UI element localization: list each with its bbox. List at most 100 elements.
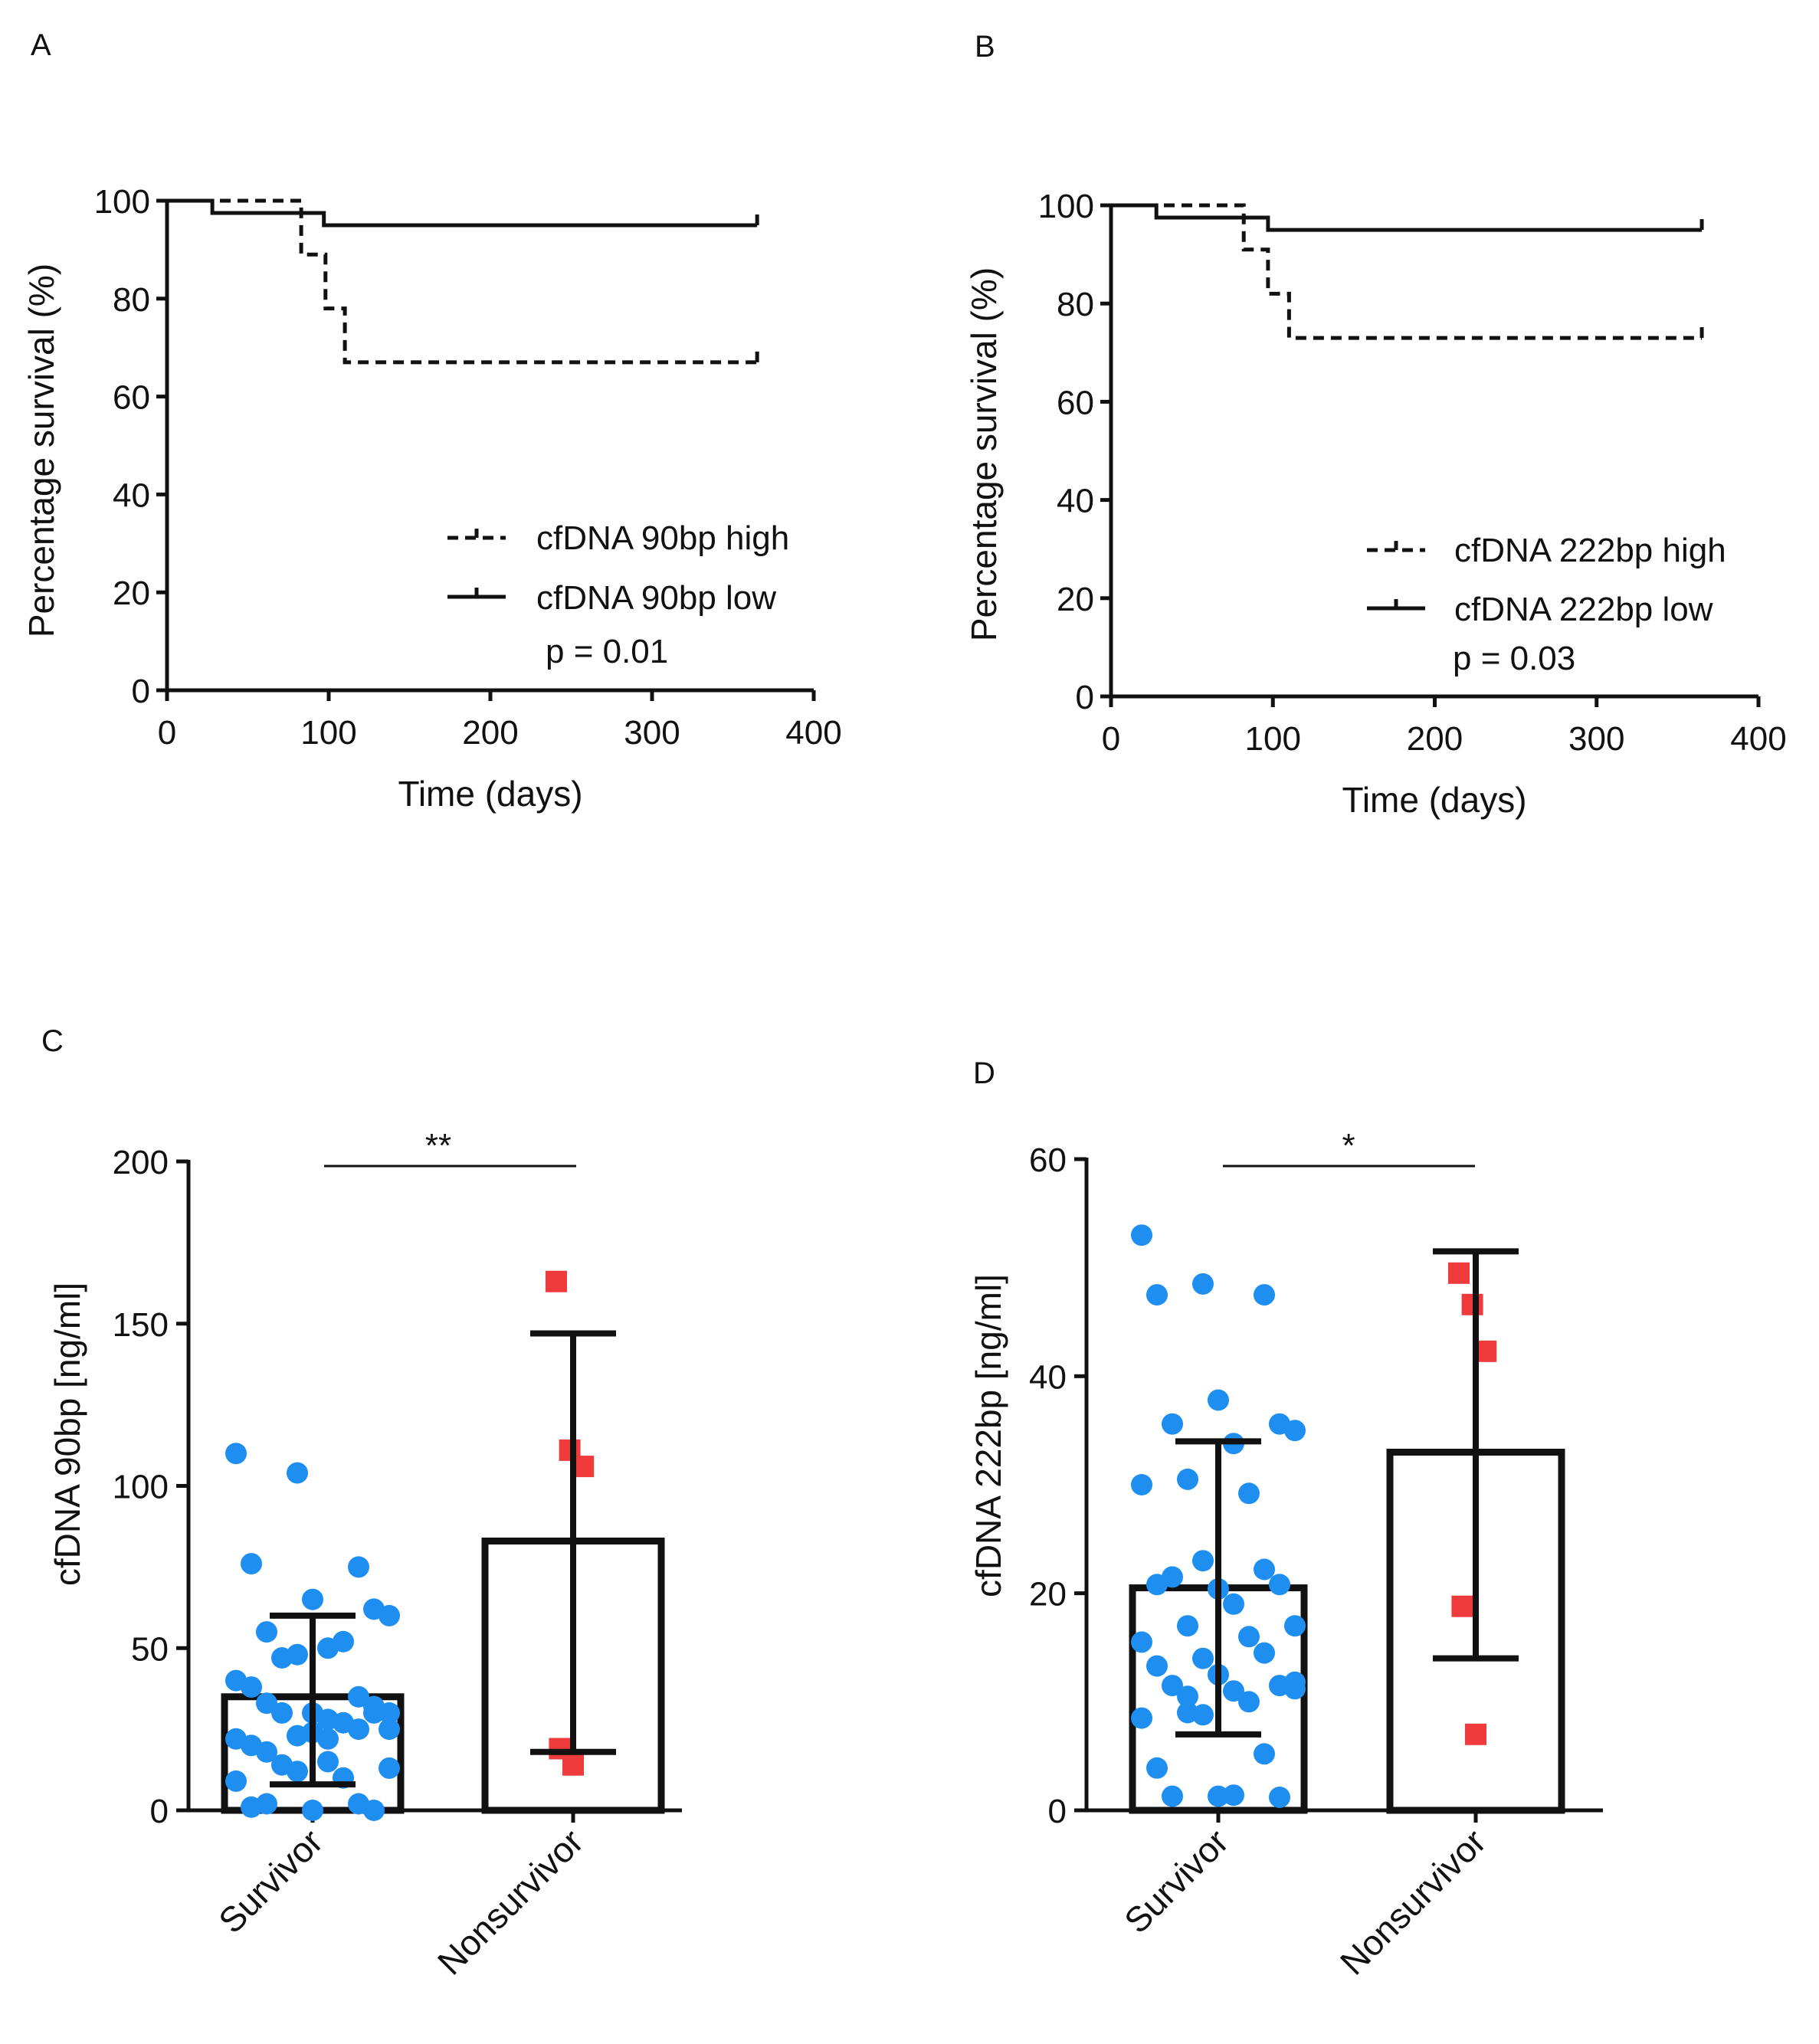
p3-data-point-survivor [1162, 1413, 1183, 1435]
p2-data-point-survivor [256, 1692, 277, 1715]
panel-a-p-value: p = 0.01 [546, 633, 668, 670]
p3-data-point-nonsurvivor [1448, 1262, 1470, 1284]
p3-data-point-survivor [1208, 1389, 1229, 1411]
p1-series-low-line [1111, 203, 1703, 232]
p2-data-point-survivor [302, 1588, 323, 1610]
p3-data-point-survivor [1162, 1675, 1183, 1697]
p2-data-point-survivor [241, 1676, 262, 1698]
p0-y-tick-label: 40 [113, 477, 150, 514]
p2-y-tick-label: 150 [113, 1306, 169, 1344]
p0-y-tick-label: 80 [113, 281, 150, 319]
p2-data-point-survivor [271, 1702, 293, 1724]
panel-b-legend-high-label: cfDNA 222bp high [1454, 532, 1726, 569]
panel-d-bar-chart: cfDNA 222bp [ng/ml] * 0 20 40 60 Survivor Non… [968, 1127, 1603, 1983]
p2-category-label-nonsurvivor: Nonsurvivor [430, 1821, 591, 1982]
p3-y-tick-label: 60 [1029, 1142, 1067, 1179]
p2-category-label-survivor: Survivor [211, 1821, 330, 1941]
panel-a-ylabel: Percentage survival (%) [21, 264, 61, 637]
p3-data-point-survivor [1238, 1691, 1260, 1713]
p3-data-point-nonsurvivor [1461, 1293, 1483, 1315]
p3-data-point-survivor [1254, 1284, 1275, 1306]
p3-y-tick-label: 20 [1029, 1576, 1067, 1613]
p2-data-point-survivor [225, 1770, 247, 1792]
p2-data-point-survivor [348, 1718, 369, 1741]
p3-data-point-survivor [1146, 1757, 1168, 1779]
panel-b-legend-low-label: cfDNA 222bp low [1454, 591, 1713, 628]
p3-data-point-survivor [1192, 1550, 1214, 1572]
p0-x-tick-label: 400 [785, 714, 841, 752]
p0-series-high-line [167, 198, 758, 365]
p3-data-point-survivor [1269, 1787, 1290, 1808]
p1-y-tick-label: 80 [1057, 286, 1094, 323]
panel-a-legend-low-label: cfDNA 90bp low [536, 579, 776, 617]
p2-data-point-survivor [363, 1702, 385, 1724]
p3-y-tick-label: 40 [1029, 1358, 1067, 1396]
panel-b-p-value: p = 0.03 [1453, 640, 1575, 677]
p2-data-point-survivor [287, 1761, 308, 1783]
p2-data-point-survivor [302, 1800, 323, 1821]
p2-data-point-survivor [333, 1630, 354, 1653]
panel-b-ylabel: Percentage survival (%) [964, 267, 1004, 641]
p1-y-tick-label: 40 [1057, 483, 1094, 520]
p3-data-point-survivor [1192, 1647, 1214, 1669]
p3-data-point-survivor [1254, 1743, 1275, 1765]
p2-data-point-survivor [256, 1621, 277, 1643]
p2-data-point-survivor [317, 1751, 339, 1773]
panel-c-significance: ** [425, 1127, 451, 1164]
p3-category-label-survivor: Survivor [1116, 1821, 1236, 1941]
p2-data-point-survivor [379, 1757, 400, 1779]
p3-data-point-survivor [1223, 1593, 1244, 1615]
p3-data-point-survivor [1162, 1566, 1183, 1588]
p1-x-tick-label: 300 [1568, 720, 1624, 758]
p2-y-tick-label: 0 [150, 1793, 169, 1830]
p1-x-tick-label: 100 [1245, 720, 1301, 758]
p3-data-point-survivor [1177, 1468, 1198, 1490]
p3-data-point-survivor [1177, 1702, 1198, 1724]
p0-x-tick-label: 200 [462, 714, 518, 752]
p0-y-tick-label: 60 [113, 379, 150, 417]
p2-data-point-survivor [379, 1718, 400, 1741]
p1-y-tick-label: 0 [1076, 679, 1094, 716]
p2-data-point-survivor [256, 1741, 277, 1763]
p3-data-point-survivor [1223, 1680, 1244, 1702]
p1-y-tick-label: 100 [1038, 188, 1094, 225]
panel-a-survival-chart: Percentage survival (%) Time (days) cfDN… [21, 183, 842, 814]
p3-data-point-survivor [1162, 1785, 1183, 1807]
panel-a-xlabel: Time (days) [398, 774, 582, 814]
panel-d-significance: * [1342, 1127, 1355, 1164]
panel-label-b: B [975, 30, 995, 64]
panel-d-ylabel: cfDNA 222bp [ng/ml] [968, 1274, 1008, 1597]
p3-data-point-survivor [1177, 1615, 1198, 1637]
p3-data-point-survivor [1131, 1224, 1152, 1246]
p2-data-point-survivor [379, 1604, 400, 1626]
p3-data-point-survivor [1131, 1707, 1152, 1729]
p0-y-tick-label: 20 [113, 575, 150, 612]
p2-data-point-survivor [287, 1462, 308, 1484]
p0-series-low-line [167, 198, 758, 228]
p3-data-point-nonsurvivor [1465, 1723, 1486, 1745]
p3-data-point-survivor [1238, 1626, 1260, 1648]
panel-b-survival-chart: Percentage survival (%) Time (days) cfDN… [964, 188, 1787, 820]
p0-x-tick-label: 100 [300, 714, 356, 752]
p2-data-point-survivor [348, 1685, 369, 1708]
p3-data-point-survivor [1238, 1482, 1260, 1505]
p3-data-point-survivor [1192, 1273, 1214, 1295]
p3-data-point-survivor [1223, 1784, 1244, 1807]
p2-y-tick-label: 100 [113, 1469, 169, 1506]
p3-data-point-survivor [1177, 1685, 1198, 1708]
panel-label-a: A [31, 28, 51, 62]
p0-x-tick-label: 0 [158, 714, 176, 752]
p3-category-label-nonsurvivor: Nonsurvivor [1332, 1821, 1493, 1982]
p3-data-point-survivor [1284, 1615, 1306, 1637]
p2-data-point-survivor [363, 1800, 385, 1821]
p3-data-point-survivor [1284, 1671, 1306, 1693]
panel-c-ylabel: cfDNA 90bp [ng/ml] [48, 1282, 87, 1586]
p2-y-tick-label: 50 [131, 1630, 169, 1668]
panel-label-d: D [973, 1056, 995, 1090]
p1-x-tick-label: 0 [1102, 720, 1120, 758]
p1-series-high-line [1111, 203, 1703, 340]
p1-y-tick-label: 60 [1057, 384, 1094, 421]
p2-data-point-survivor [241, 1553, 262, 1575]
p2-data-point-survivor [379, 1702, 400, 1724]
